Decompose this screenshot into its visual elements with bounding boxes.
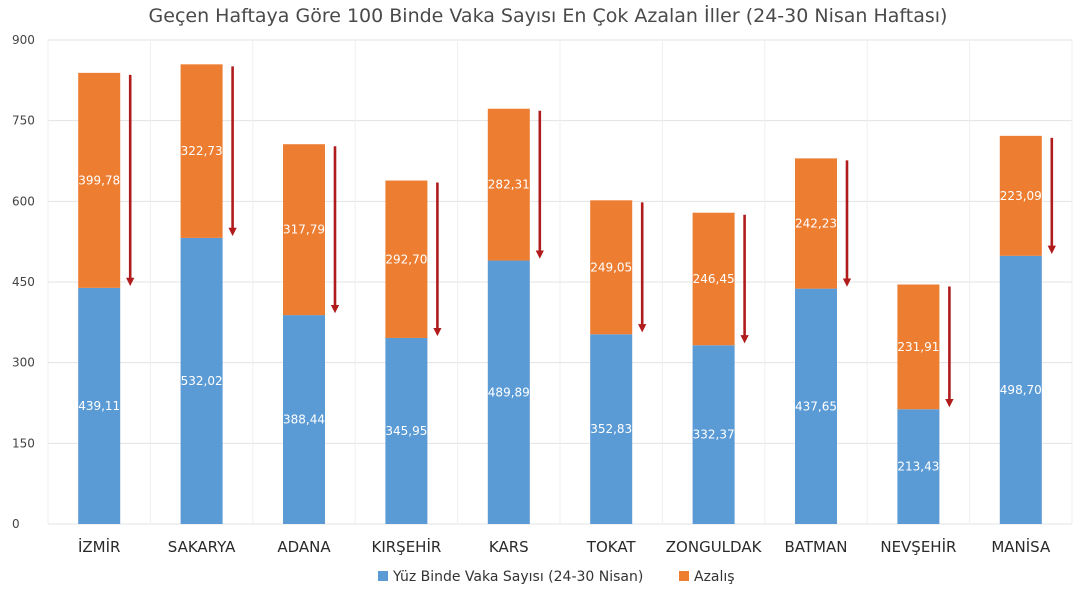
data-label-vaka: 345,95 bbox=[385, 424, 427, 438]
y-tick-label: 900 bbox=[12, 33, 35, 47]
y-tick-label: 150 bbox=[12, 436, 35, 450]
data-label-vaka: 388,44 bbox=[283, 413, 325, 427]
data-label-vaka: 437,65 bbox=[795, 399, 837, 413]
bar-vaka-8 bbox=[897, 409, 940, 524]
data-label-azalis: 242,23 bbox=[795, 217, 837, 231]
x-tick-label: KARS bbox=[489, 538, 529, 556]
bar-vaka-3 bbox=[385, 337, 428, 524]
bar-azalis-2 bbox=[283, 144, 325, 316]
data-label-azalis: 322,73 bbox=[181, 144, 223, 158]
data-label-azalis: 249,05 bbox=[590, 260, 632, 274]
data-label-vaka: 498,70 bbox=[1000, 383, 1042, 397]
y-axis: 0 150 300 450 600 750 900 bbox=[12, 33, 35, 531]
legend-label-azalis: Azalış bbox=[694, 569, 735, 585]
data-label-vaka: 332,37 bbox=[693, 428, 735, 442]
data-label-vaka: 489,89 bbox=[488, 385, 530, 399]
bar-azalis-4 bbox=[487, 108, 530, 261]
bar-vaka-0 bbox=[78, 287, 121, 524]
decrease-arrows bbox=[126, 66, 1056, 408]
bars bbox=[78, 64, 1042, 524]
x-tick-label: ADANA bbox=[277, 538, 331, 556]
data-label-azalis: 282,31 bbox=[488, 178, 530, 192]
bar-azalis-0 bbox=[78, 72, 121, 288]
data-label-azalis: 246,45 bbox=[693, 272, 735, 286]
data-label-azalis: 317,79 bbox=[283, 223, 325, 237]
bar-vaka-1 bbox=[180, 237, 223, 524]
bar-vaka-6 bbox=[692, 345, 735, 524]
bar-azalis-3 bbox=[385, 180, 428, 338]
data-label-vaka: 352,83 bbox=[590, 422, 632, 436]
x-tick-label: İZMİR bbox=[78, 537, 121, 556]
legend-swatch-vaka bbox=[378, 571, 388, 581]
data-label-azalis: 292,70 bbox=[385, 252, 427, 266]
bar-azalis-7 bbox=[795, 158, 837, 289]
y-tick-label: 0 bbox=[12, 517, 20, 531]
chart-title: Geçen Haftaya Göre 100 Binde Vaka Sayısı… bbox=[149, 4, 948, 27]
bar-vaka-7 bbox=[795, 288, 837, 524]
bar-azalis-5 bbox=[590, 200, 633, 335]
bar-azalis-9 bbox=[999, 135, 1042, 256]
data-label-vaka: 532,02 bbox=[181, 374, 223, 388]
y-tick-label: 600 bbox=[12, 194, 35, 208]
data-label-azalis: 399,78 bbox=[78, 173, 120, 187]
data-label-azalis: 231,91 bbox=[897, 340, 939, 354]
bar-vaka-9 bbox=[999, 255, 1042, 524]
bar-azalis-8 bbox=[897, 284, 940, 410]
x-tick-label: KIRŞEHİR bbox=[371, 537, 441, 556]
x-tick-label: NEVŞEHİR bbox=[880, 537, 956, 556]
x-tick-label: BATMAN bbox=[785, 538, 848, 556]
bar-azalis-1 bbox=[180, 64, 223, 238]
y-tick-label: 750 bbox=[12, 114, 35, 128]
legend-swatch-azalis bbox=[679, 571, 689, 581]
y-tick-label: 300 bbox=[12, 356, 35, 370]
data-labels: 439,11 399,78 532,02 322,73 388,44 317,79 345,… bbox=[78, 144, 1042, 473]
bar-vaka-5 bbox=[590, 334, 633, 524]
data-label-azalis: 223,09 bbox=[1000, 189, 1042, 203]
legend: Yüz Binde Vaka Sayısı (24-30 Nisan) Azal… bbox=[378, 569, 735, 585]
bar-vaka-4 bbox=[487, 260, 530, 524]
data-label-vaka: 213,43 bbox=[897, 460, 939, 474]
y-tick-label: 450 bbox=[12, 275, 35, 289]
data-label-vaka: 439,11 bbox=[78, 399, 120, 413]
x-tick-label: ZONGULDAK bbox=[666, 538, 763, 556]
x-tick-label: MANİSA bbox=[991, 537, 1051, 556]
bar-vaka-2 bbox=[283, 315, 325, 524]
x-axis: İZMİR SAKARYA ADANA KIRŞEHİR KARS TOKAT ZONGUL… bbox=[78, 537, 1051, 556]
bar-azalis-6 bbox=[692, 212, 735, 346]
x-tick-label: TOKAT bbox=[586, 538, 637, 556]
legend-label-vaka: Yüz Binde Vaka Sayısı (24-30 Nisan) bbox=[392, 569, 643, 585]
x-tick-label: SAKARYA bbox=[168, 538, 236, 556]
